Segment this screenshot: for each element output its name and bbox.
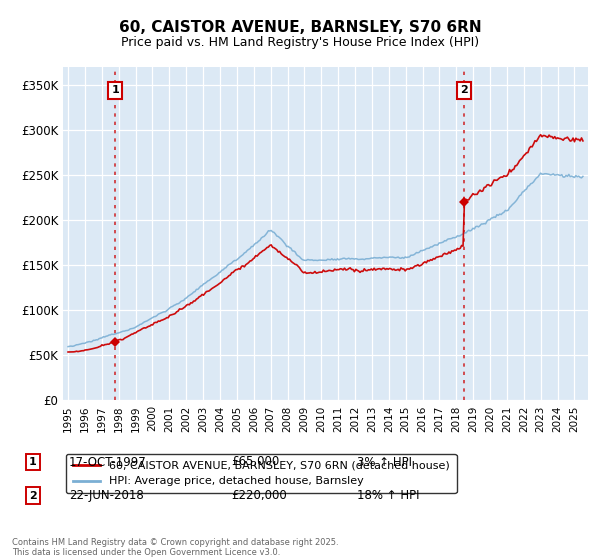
Text: 2: 2 [29, 491, 37, 501]
Text: Contains HM Land Registry data © Crown copyright and database right 2025.
This d: Contains HM Land Registry data © Crown c… [12, 538, 338, 557]
Text: 17-OCT-1997: 17-OCT-1997 [69, 455, 147, 469]
Text: 1: 1 [29, 457, 37, 467]
Text: 22-JUN-2018: 22-JUN-2018 [69, 489, 144, 502]
Legend: 60, CAISTOR AVENUE, BARNSLEY, S70 6RN (detached house), HPI: Average price, deta: 60, CAISTOR AVENUE, BARNSLEY, S70 6RN (d… [66, 454, 457, 493]
Text: 1: 1 [111, 85, 119, 95]
Text: £65,000: £65,000 [231, 455, 279, 469]
Text: 3% ↑ HPI: 3% ↑ HPI [357, 455, 412, 469]
Text: 2: 2 [460, 85, 468, 95]
Text: 18% ↑ HPI: 18% ↑ HPI [357, 489, 419, 502]
Text: 60, CAISTOR AVENUE, BARNSLEY, S70 6RN: 60, CAISTOR AVENUE, BARNSLEY, S70 6RN [119, 20, 481, 35]
Text: £220,000: £220,000 [231, 489, 287, 502]
Text: Price paid vs. HM Land Registry's House Price Index (HPI): Price paid vs. HM Land Registry's House … [121, 36, 479, 49]
